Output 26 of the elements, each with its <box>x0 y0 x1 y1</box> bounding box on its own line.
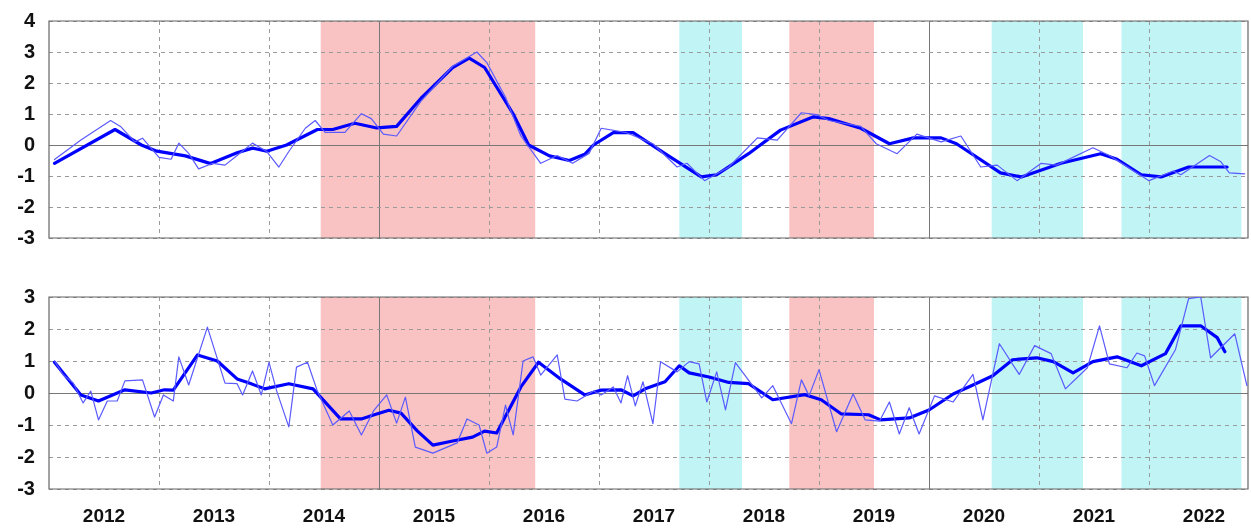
y-tick-label: 1 <box>23 348 35 371</box>
x-tick-label: 2017 <box>632 504 676 526</box>
x-tick-label: 2018 <box>742 504 786 526</box>
y-tick-label: -3 <box>17 476 35 499</box>
x-tick-label: 2022 <box>1182 504 1226 526</box>
y-tick-label: 3 <box>23 284 35 307</box>
y-tick-label: 0 <box>23 132 35 155</box>
y-tick-label: 2 <box>23 70 35 93</box>
x-tick-label: 2021 <box>1072 504 1116 526</box>
x-tick-label: 2016 <box>522 504 566 526</box>
x-tick-label: 2013 <box>192 504 236 526</box>
x-tick-label: 2019 <box>852 504 896 526</box>
y-tick-label: 0 <box>23 380 35 403</box>
x-tick-label: 2012 <box>82 504 126 526</box>
y-tick-label: 3 <box>23 39 35 62</box>
y-tick-label: -1 <box>17 412 35 435</box>
y-tick-label: 2 <box>23 316 35 339</box>
y-tick-label: 1 <box>23 101 35 124</box>
y-tick-label: -2 <box>17 194 35 217</box>
y-tick-label: -1 <box>17 163 35 186</box>
x-tick-label: 2020 <box>962 504 1006 526</box>
x-tick-label: 2014 <box>302 504 346 526</box>
y-tick-label: -2 <box>17 444 35 467</box>
y-tick-label: 4 <box>23 8 36 31</box>
y-tick-label: -3 <box>17 225 35 248</box>
x-tick-label: 2015 <box>412 504 456 526</box>
